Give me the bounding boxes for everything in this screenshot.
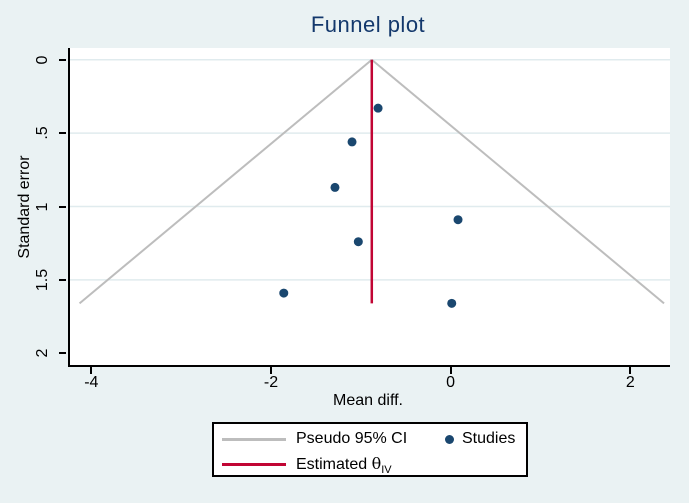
legend-label-pseudo-ci: Pseudo 95% CI	[296, 430, 408, 447]
x-axis-title: Mean diff.	[333, 392, 403, 409]
estimate-line-swatch	[222, 463, 286, 466]
chart-title: Funnel plot	[310, 12, 426, 37]
x-tick-mark	[90, 367, 93, 374]
pseudo-ci-line-swatch	[222, 438, 286, 441]
studies-dot-swatch	[445, 435, 454, 444]
y-axis-title: Standard error	[16, 155, 33, 259]
x-tick-mark	[449, 367, 452, 374]
legend-label-estimated: Estimated θIV	[296, 455, 392, 479]
study-point	[330, 182, 340, 192]
study-point	[347, 137, 357, 147]
y-tick-mark	[59, 352, 66, 355]
y-tick-label: .5	[34, 126, 51, 140]
y-tick-label: 2	[34, 348, 51, 358]
y-tick-mark	[59, 132, 66, 135]
x-tick-mark	[269, 367, 272, 374]
y-tick-label: 1.5	[34, 268, 51, 291]
y-tick-label: 1	[34, 202, 51, 211]
x-tick-label: -2	[263, 374, 279, 391]
x-tick-label: -4	[84, 374, 99, 391]
plot-area	[68, 48, 670, 367]
legend: Pseudo 95% CI Studies Estimated θIV	[212, 422, 528, 477]
x-tick-label: 2	[625, 374, 635, 391]
legend-label-studies: Studies	[462, 430, 516, 447]
estimated-prefix-text: Estimated	[296, 456, 372, 473]
y-tick-mark	[59, 205, 66, 208]
pseudo-ci-right-line	[371, 58, 665, 305]
x-tick-label: 0	[446, 374, 456, 391]
study-point	[453, 215, 463, 225]
study-point	[373, 103, 383, 113]
y-tick-mark	[59, 278, 66, 281]
study-point	[279, 288, 289, 298]
x-tick-mark	[629, 367, 632, 374]
theta-symbol: θ	[371, 454, 382, 473]
pseudo-ci-left-line	[78, 58, 373, 305]
study-point	[353, 237, 363, 247]
theta-subscript: IV	[381, 464, 392, 477]
y-tick-mark	[59, 58, 66, 61]
y-tick-label: 0	[34, 55, 51, 65]
plot-canvas	[70, 58, 670, 308]
study-point	[447, 298, 457, 308]
